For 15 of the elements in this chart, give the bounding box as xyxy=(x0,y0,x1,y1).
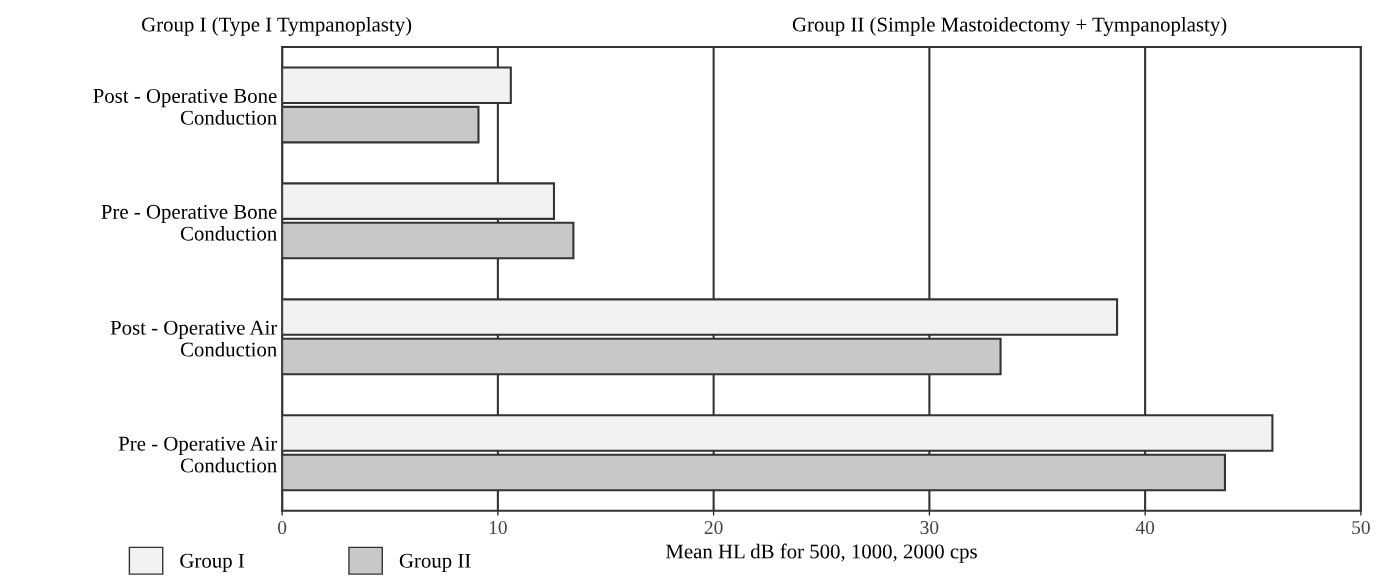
text: Group I (Type I Tympanoplasty) xyxy=(141,16,412,36)
y-tick-label: Post - Operative Air Conduction xyxy=(110,320,278,357)
y-tick-label: Pre - Operative Bone Conduction xyxy=(101,204,277,241)
x-tick-label: 50 xyxy=(1352,520,1370,535)
x-axis-title: Mean HL dB for 500, 1000, 2000 cps xyxy=(665,543,977,563)
x-tick-label: 10 xyxy=(489,520,507,535)
x-tick-label: 20 xyxy=(704,520,723,535)
legend-label: Group II xyxy=(399,553,471,572)
x-tick-label: 30 xyxy=(920,520,939,535)
y-tick-label: Pre - Operative Air Conduction xyxy=(118,436,278,473)
x-tick-label: 40 xyxy=(1135,520,1155,535)
text: Group II (Simple Mastoidectomy + Tympanoplasty) xyxy=(792,16,1227,36)
x-tick-label: 0 xyxy=(278,520,287,535)
legend-label: Group I xyxy=(180,553,245,572)
y-tick-label: Post - Operative Bone Conduction xyxy=(93,88,277,125)
